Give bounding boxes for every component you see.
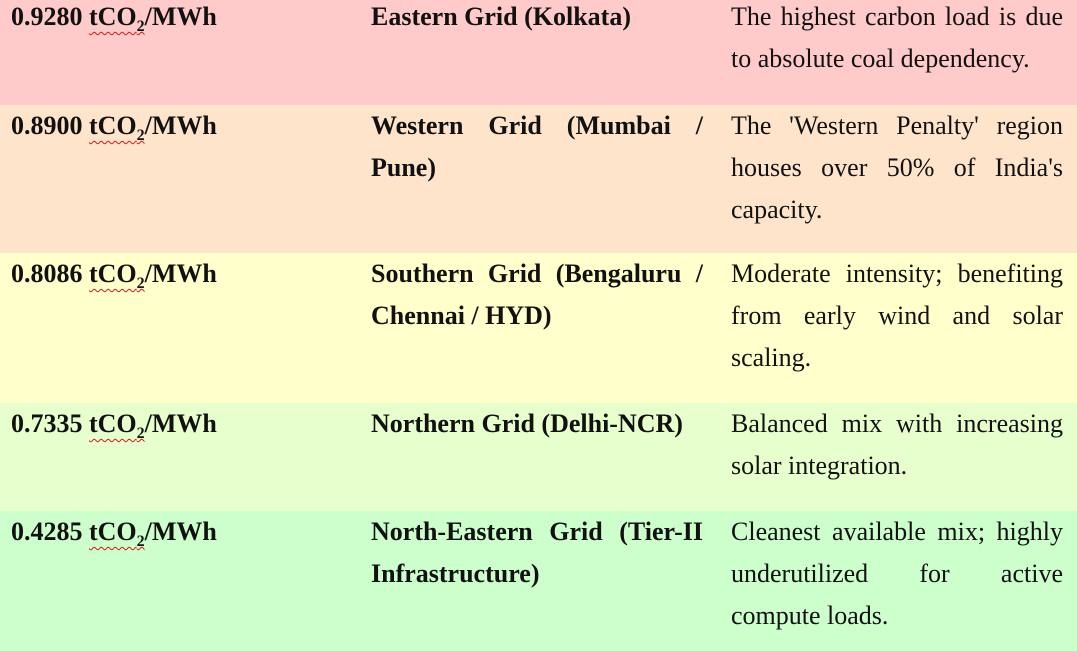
table-row-eastern: 0.9280 tCO2/MWh Eastern Grid (Kolkata) T…	[0, 0, 1077, 105]
unit-spellcheck-word: tCO2	[89, 517, 145, 550]
unit-suffix: /MWh	[144, 409, 217, 438]
emission-factor-cell: 0.9280 tCO2/MWh	[11, 0, 341, 42]
unit-subscript: 2	[136, 533, 145, 550]
unit-spellcheck-word: tCO2	[89, 259, 145, 292]
table-row-western: 0.8900 tCO2/MWh Western Grid (Mumbai / P…	[0, 105, 1077, 253]
grid-note-cell: Cleanest available mix; highly underutil…	[731, 517, 1063, 630]
emission-factor-cell: 0.7335 tCO2/MWh	[11, 403, 341, 449]
grid-name-cell: Northern Grid (Delhi-NCR)	[371, 409, 683, 438]
grid-note-cell: Balanced mix with increasing solar integ…	[731, 409, 1063, 480]
grid-note-cell: Moderate intensity; benefiting from earl…	[731, 259, 1063, 372]
grid-name-cell: Eastern Grid (Kolkata)	[371, 2, 631, 31]
grid-note-cell: The highest carbon load is due to absolu…	[731, 2, 1063, 73]
unit-suffix: /MWh	[144, 517, 217, 546]
unit-prefix: tCO	[89, 517, 137, 546]
emission-factor-cell: 0.8086 tCO2/MWh	[11, 253, 341, 299]
grid-name-cell: Southern Grid (Bengaluru / Chennai / HYD…	[371, 259, 703, 330]
grid-note-cell: The 'Western Penalty' region houses over…	[731, 111, 1063, 224]
grid-name-cell: North-Eastern Grid (Tier-II Infrastructu…	[371, 517, 703, 588]
unit-prefix: tCO	[89, 111, 137, 140]
unit-suffix: /MWh	[144, 2, 217, 31]
table-row-southern: 0.8086 tCO2/MWh Southern Grid (Bengaluru…	[0, 253, 1077, 403]
unit-spellcheck-word: tCO2	[89, 111, 145, 144]
unit-subscript: 2	[136, 275, 145, 292]
emission-value: 0.9280	[11, 2, 83, 31]
unit-spellcheck-word: tCO2	[89, 2, 145, 35]
unit-subscript: 2	[136, 18, 145, 35]
table-row-north-eastern: 0.4285 tCO2/MWh North-Eastern Grid (Tier…	[0, 511, 1077, 651]
emission-factor-cell: 0.4285 tCO2/MWh	[11, 511, 341, 557]
unit-prefix: tCO	[89, 409, 137, 438]
unit-suffix: /MWh	[144, 111, 217, 140]
unit-suffix: /MWh	[144, 259, 217, 288]
unit-prefix: tCO	[89, 259, 137, 288]
unit-subscript: 2	[136, 127, 145, 144]
grid-name-cell: Western Grid (Mumbai / Pune)	[371, 111, 703, 182]
emission-value: 0.7335	[11, 409, 83, 438]
emission-value: 0.8086	[11, 259, 83, 288]
unit-prefix: tCO	[89, 2, 137, 31]
emission-value: 0.8900	[11, 111, 83, 140]
emission-value: 0.4285	[11, 517, 83, 546]
emission-factor-cell: 0.8900 tCO2/MWh	[11, 105, 341, 151]
table-row-northern: 0.7335 tCO2/MWh Northern Grid (Delhi-NCR…	[0, 403, 1077, 511]
unit-subscript: 2	[136, 425, 145, 442]
unit-spellcheck-word: tCO2	[89, 409, 145, 442]
